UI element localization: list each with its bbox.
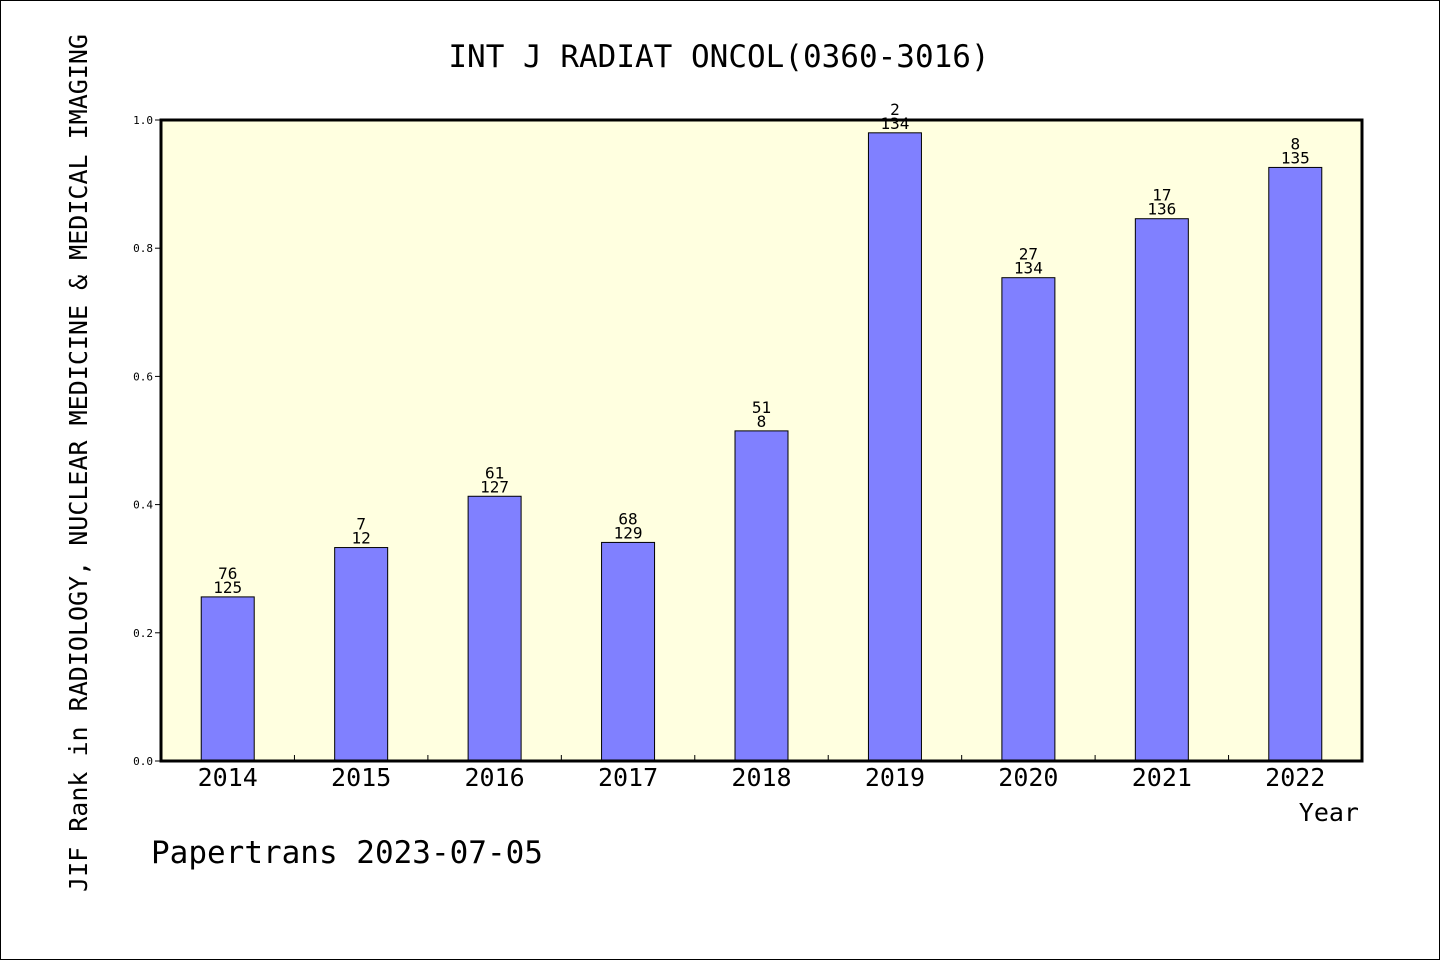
bar-2021 — [1134, 218, 1189, 762]
bar-annotation-top: 61 — [485, 463, 504, 482]
x-tick-label: 2020 — [998, 763, 1058, 792]
plot-border — [159, 118, 1364, 763]
bar-annotation-top: 68 — [618, 509, 637, 528]
y-tick-label: 0.4 — [133, 499, 153, 512]
x-tick-label: 2018 — [731, 763, 791, 792]
y-tick-label: 0.6 — [133, 370, 153, 383]
x-tick-label: 2014 — [198, 763, 258, 792]
bar-annotation-bottom: 134 — [1014, 259, 1043, 278]
bar-annotation-bottom: 8 — [757, 412, 767, 431]
bar-annotation-top: 51 — [752, 398, 771, 417]
bar-annotation-top: 27 — [1019, 245, 1038, 264]
y-tick-label: 0.2 — [133, 627, 153, 640]
y-tick-label: 0.0 — [133, 755, 153, 768]
bar-2019 — [867, 132, 922, 762]
bar-2022 — [1268, 166, 1323, 762]
y-axis-label: JIF Rank in RADIOLOGY, NUCLEAR MEDICINE … — [64, 34, 93, 892]
bar-2020 — [1001, 277, 1056, 762]
bar-annotation-top: 7 — [356, 515, 366, 534]
bar-annotation-bottom: 129 — [614, 523, 643, 542]
x-tick-label: 2016 — [465, 763, 525, 792]
x-tick-label: 2015 — [331, 763, 391, 792]
x-tick-label: 2019 — [865, 763, 925, 792]
bar-2014 — [200, 596, 255, 762]
bar-annotation-top: 8 — [1290, 134, 1300, 153]
x-tick-label: 2021 — [1132, 763, 1192, 792]
bar-annotation-bottom: 127 — [480, 477, 509, 496]
y-tick-label: 0.8 — [133, 242, 153, 255]
chart-title: INT J RADIAT ONCOL(0360-3016) — [448, 39, 989, 75]
bar-annotation-bottom: 125 — [213, 578, 242, 597]
x-tick-label: 2017 — [598, 763, 658, 792]
bar-annotation-top: 2 — [890, 100, 900, 119]
x-axis-label: Year — [1299, 798, 1359, 827]
bar-2016 — [467, 495, 522, 762]
bar-annotation-bottom: 12 — [352, 529, 371, 548]
bar-2017 — [601, 541, 656, 762]
bar-annotation-top: 76 — [218, 564, 237, 583]
bars — [200, 132, 1323, 762]
footer-note: Papertrans 2023-07-05 — [151, 835, 543, 871]
y-axis-ticks: 0.0 0.2 0.4 0.6 0.8 1.0 — [133, 114, 161, 768]
bar-annotation-top: 17 — [1152, 186, 1171, 205]
y-tick-label: 1.0 — [133, 114, 153, 127]
bar-2015 — [334, 547, 389, 762]
x-axis-ticks: 2014 2015 2016 2017 2018 2019 2020 2021 2022 — [198, 755, 1325, 792]
bar-annotation-bottom: 136 — [1147, 200, 1176, 219]
x-tick-label: 2022 — [1265, 763, 1325, 792]
bar-2018 — [734, 430, 789, 762]
bar-annotation-bottom: 135 — [1281, 148, 1310, 167]
bar-annotation-bottom: 134 — [880, 114, 909, 133]
